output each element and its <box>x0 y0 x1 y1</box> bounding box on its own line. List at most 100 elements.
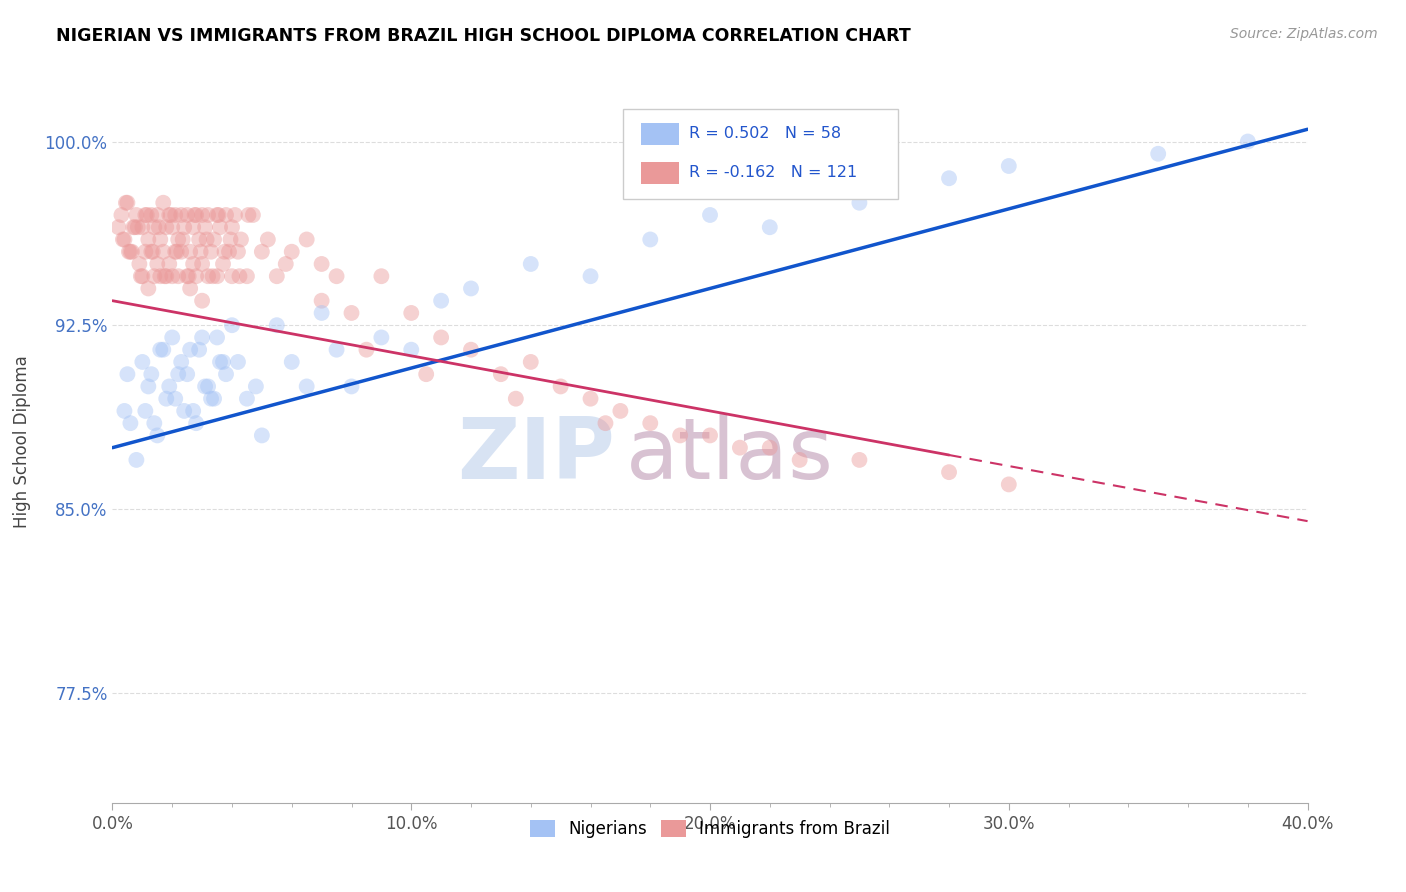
Point <box>165 244 187 259</box>
Point <box>197 269 219 284</box>
Point <box>848 453 870 467</box>
Point <box>250 244 273 259</box>
Point <box>155 220 177 235</box>
Point <box>110 208 132 222</box>
Point <box>197 208 219 222</box>
Point <box>998 477 1021 491</box>
Point <box>998 159 1021 173</box>
FancyBboxPatch shape <box>623 109 897 200</box>
Point <box>520 257 543 271</box>
Point <box>699 428 721 442</box>
Point <box>228 269 250 284</box>
Point <box>194 220 217 235</box>
Point <box>219 232 242 246</box>
Point <box>550 379 572 393</box>
Point <box>215 367 238 381</box>
Text: ZIP: ZIP <box>457 415 614 498</box>
Point <box>152 195 174 210</box>
Point <box>155 269 177 284</box>
Point <box>221 318 243 333</box>
Point <box>162 220 183 235</box>
Point <box>149 269 172 284</box>
Point <box>121 244 143 259</box>
Point <box>141 367 163 381</box>
Point <box>609 404 631 418</box>
Point <box>191 208 214 222</box>
Point <box>1147 146 1170 161</box>
Point <box>186 208 208 222</box>
Point <box>505 392 527 406</box>
Point <box>938 465 960 479</box>
Point <box>179 281 201 295</box>
Point <box>149 343 172 357</box>
Point <box>179 244 201 259</box>
Point <box>149 232 172 246</box>
Point <box>238 208 260 222</box>
Point <box>117 367 139 381</box>
Point <box>191 330 214 344</box>
Point <box>215 208 238 222</box>
Point <box>205 330 228 344</box>
Point <box>170 208 193 222</box>
Point <box>295 232 318 246</box>
Text: Source: ZipAtlas.com: Source: ZipAtlas.com <box>1230 27 1378 41</box>
Point <box>148 220 170 235</box>
Point <box>120 416 142 430</box>
Point <box>229 232 252 246</box>
Point <box>759 220 782 235</box>
Point <box>221 220 243 235</box>
Point <box>134 208 156 222</box>
Point <box>202 392 225 406</box>
Point <box>177 269 200 284</box>
Point <box>311 293 333 308</box>
Point <box>295 379 318 393</box>
Point <box>131 355 153 369</box>
Point <box>162 330 183 344</box>
Point <box>176 367 198 381</box>
Point <box>170 355 193 369</box>
Point <box>205 208 228 222</box>
Point <box>640 416 662 430</box>
Point <box>173 220 195 235</box>
Point <box>176 269 198 284</box>
Point <box>170 244 193 259</box>
Point <box>209 355 232 369</box>
Point <box>155 392 177 406</box>
Point <box>401 306 423 320</box>
Point <box>131 220 153 235</box>
Point <box>127 220 149 235</box>
Point <box>209 220 232 235</box>
Point <box>146 208 169 222</box>
Point <box>200 244 222 259</box>
Point <box>201 269 224 284</box>
Point <box>179 343 201 357</box>
Text: R = 0.502   N = 58: R = 0.502 N = 58 <box>689 127 841 141</box>
Point <box>165 392 187 406</box>
Point <box>131 269 153 284</box>
Point <box>789 453 811 467</box>
Point <box>135 208 157 222</box>
Point <box>224 208 246 222</box>
Point <box>125 453 148 467</box>
Point <box>848 195 870 210</box>
Point <box>266 269 288 284</box>
Point <box>128 257 150 271</box>
Point <box>157 379 180 393</box>
Point <box>579 269 602 284</box>
Point <box>281 355 304 369</box>
Point <box>370 330 392 344</box>
Point <box>205 269 228 284</box>
Point <box>218 244 240 259</box>
Point <box>167 269 190 284</box>
Point <box>236 392 259 406</box>
Point <box>181 404 204 418</box>
Point <box>141 208 163 222</box>
Point <box>114 404 135 418</box>
Text: R = -0.162   N = 121: R = -0.162 N = 121 <box>689 165 856 180</box>
Point <box>191 293 214 308</box>
Point <box>250 428 273 442</box>
Point <box>325 343 347 357</box>
Point <box>159 208 181 222</box>
Point <box>125 208 148 222</box>
Point <box>197 379 219 393</box>
